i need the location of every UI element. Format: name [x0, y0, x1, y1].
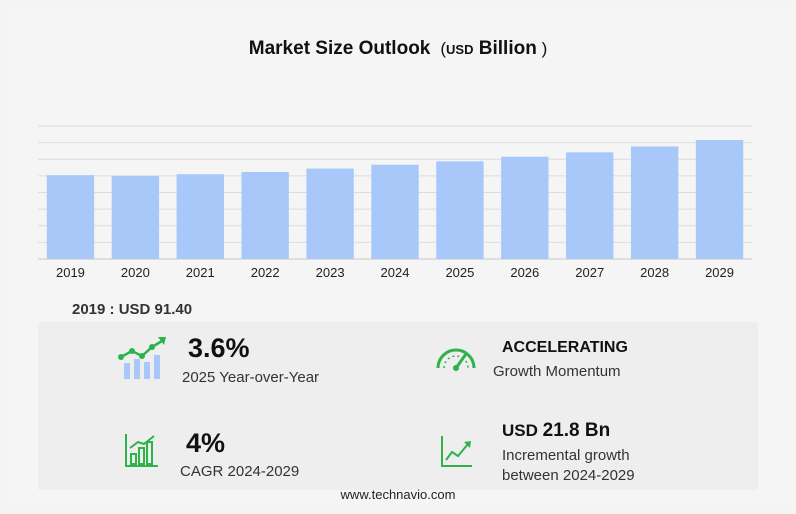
bar-2019	[46, 175, 95, 259]
bar-2027	[566, 152, 614, 259]
bar-2023	[306, 168, 354, 259]
bar-growth-icon	[125, 434, 158, 467]
incremental-value-line: USD 21.8 Bn	[502, 420, 610, 442]
incremental-value: 21.8 Bn	[542, 420, 611, 441]
yoy-value: 3.6%	[188, 333, 250, 363]
x-tick-label: 2028	[640, 265, 669, 280]
unit-word: Billion	[478, 38, 537, 59]
x-tick-label: 2024	[381, 265, 410, 280]
bar-chart: 2019 2020 2021 2022 2023 2024 2025 2026 2027 2028…	[38, 125, 752, 280]
bar-2026	[501, 156, 549, 259]
speedometer-icon	[436, 348, 476, 371]
x-tick-label: 2025	[445, 265, 474, 280]
momentum-label: Growth Momentum	[493, 363, 621, 380]
momentum-value: ACCELERATING	[502, 339, 628, 356]
x-tick-label: 2026	[510, 265, 539, 280]
x-axis-ticks: 2019 2020 2021 2022 2023 2024 2025 2026 2027 2028…	[56, 265, 734, 280]
unit-prefix: USD	[446, 42, 474, 57]
chart-title-text: Market Size Outlook	[248, 38, 431, 59]
incremental-label-2: between 2024-2029	[502, 467, 635, 484]
bar-2024	[371, 164, 419, 259]
chart-title: Market Size Outlook (USD Billion )	[248, 38, 548, 59]
x-tick-label: 2022	[251, 265, 280, 280]
base-year-value: 2019 : USD 91.40	[72, 301, 193, 318]
cagr-value: 4%	[186, 428, 226, 458]
bar-2029	[695, 140, 744, 259]
bar-2021	[176, 174, 224, 259]
incremental-prefix: USD	[502, 421, 538, 440]
bar-2025	[436, 161, 484, 259]
x-tick-label: 2029	[705, 265, 734, 280]
x-tick-label: 2020	[121, 265, 150, 280]
bar-2022	[241, 171, 289, 259]
yoy-label: 2025 Year-over-Year	[182, 369, 320, 386]
incremental-label-1: Incremental growth	[502, 447, 630, 464]
x-tick-label: 2021	[186, 265, 215, 280]
x-tick-label: 2027	[575, 265, 604, 280]
growth-chart-icon	[118, 337, 166, 379]
metrics-panel	[38, 322, 758, 490]
bar-2020	[111, 175, 160, 259]
bar-2028	[630, 146, 679, 259]
cagr-label: CAGR 2024-2029	[180, 463, 300, 480]
x-tick-label: 2019	[56, 265, 85, 280]
chart-bars	[46, 140, 744, 259]
footer-site: www.technavio.com	[340, 487, 456, 502]
x-tick-label: 2023	[316, 265, 345, 280]
trend-line-icon	[441, 436, 472, 467]
